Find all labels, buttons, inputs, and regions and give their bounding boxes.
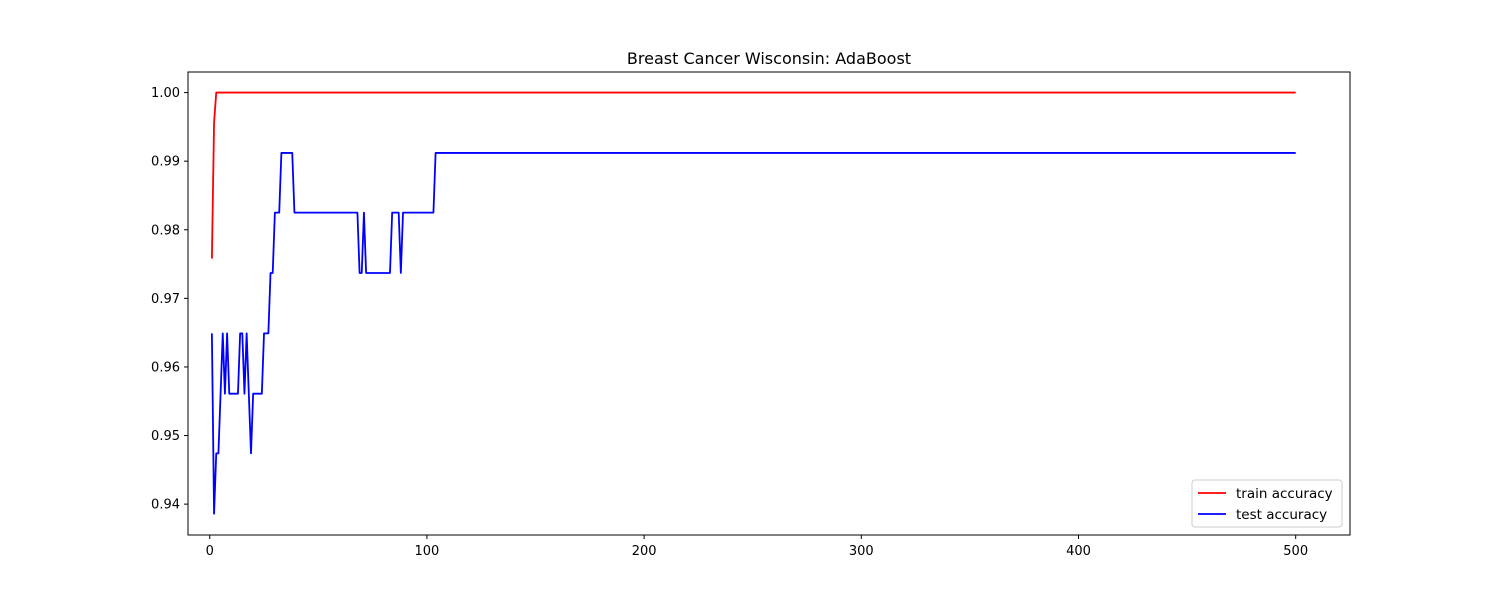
series-line-test-accuracy [210, 152, 1296, 515]
y-tick-label: 0.97 [151, 292, 180, 307]
y-tick-label: 0.98 [151, 223, 180, 238]
legend-box [1191, 479, 1343, 528]
x-tick-label: 400 [1066, 544, 1091, 559]
y-tick-label: 0.94 [151, 498, 180, 513]
x-tick-label: 200 [632, 544, 657, 559]
x-tick-label: 100 [415, 544, 440, 559]
x-tick-label: 300 [849, 544, 874, 559]
y-tick-label: 0.96 [151, 360, 180, 375]
chart-title: Breast Cancer Wisconsin: AdaBoost [627, 49, 911, 68]
plot-area [187, 71, 1351, 536]
series-layer [210, 91, 1296, 515]
x-axis: 0 100 200 300 400 500 [206, 535, 1308, 559]
legend-label: test accuracy [1236, 507, 1327, 523]
series-line-train-accuracy [210, 91, 1296, 259]
legend: train accuracy test accuracy [1191, 479, 1343, 528]
y-tick-label: 0.99 [151, 155, 180, 170]
y-tick-label: 0.95 [151, 429, 180, 444]
y-axis: 0.94 0.95 0.96 0.97 0.98 0.99 1.00 [151, 86, 188, 513]
legend-label: train accuracy [1236, 486, 1333, 502]
x-tick-label: 500 [1283, 544, 1308, 559]
x-tick-label: 0 [206, 544, 214, 559]
y-tick-label: 1.00 [151, 86, 180, 101]
